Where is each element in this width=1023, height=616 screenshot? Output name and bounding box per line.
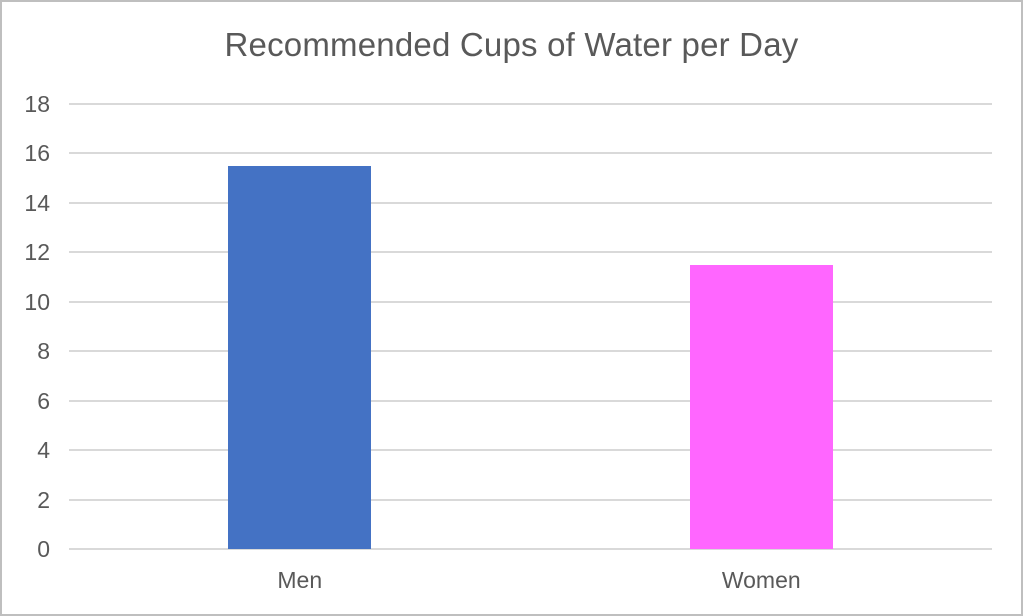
gridline-y-18 (69, 103, 992, 105)
gridline-y-16 (69, 152, 992, 155)
gridline-y-4 (69, 449, 992, 452)
y-tick-label-0: 0 (37, 536, 50, 562)
y-tick-label-14: 14 (24, 189, 50, 216)
y-tick-label-6: 6 (37, 387, 50, 414)
y-tick-label-12: 12 (24, 239, 50, 266)
bar-women (689, 264, 833, 549)
plot-area (69, 103, 992, 550)
gridline-y-14 (69, 201, 992, 204)
y-tick-label-8: 8 (37, 338, 50, 365)
gridline-y-0 (69, 548, 992, 550)
y-tick-label-10: 10 (24, 288, 50, 315)
gridline-y-12 (69, 251, 992, 254)
gridline-y-2 (69, 498, 992, 501)
gridline-y-8 (69, 350, 992, 353)
y-tick-label-2: 2 (37, 486, 50, 513)
y-tick-label-16: 16 (24, 140, 50, 167)
y-tick-label-4: 4 (37, 437, 50, 464)
gridline-y-10 (69, 300, 992, 303)
gridline-y-6 (69, 399, 992, 402)
bar-men (228, 165, 372, 549)
x-category-label-men: Men (277, 567, 323, 593)
x-category-label-women: Women (721, 567, 801, 593)
y-tick-label-18: 18 (24, 91, 50, 117)
chart-title: Recommended Cups of Water per Day (224, 26, 799, 63)
